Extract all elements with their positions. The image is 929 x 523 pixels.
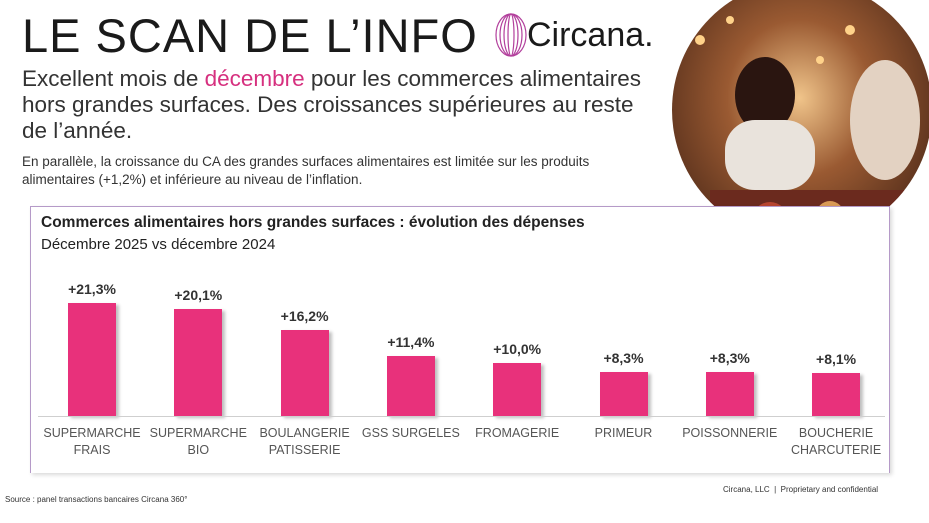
category-label: BOULANGERIE PATISSERIE [259,426,350,457]
bar [386,355,435,416]
brand-name: Circana. [527,16,654,54]
value-label: +8,1% [816,351,857,368]
subtext: En parallèle, la croissance du CA des gr… [22,154,590,187]
source: Source : panel transactions bancaires Ci… [5,495,188,504]
value-label: +8,3% [709,350,750,366]
headline-text: Excellent mois de [22,66,205,91]
baseline [38,416,885,417]
headline-text: pour les commerces alimentaires hors gra… [22,66,642,143]
category-label: BOUCHERIE CHARCUTERIE [790,426,882,457]
value-label: +8,3% [603,350,644,366]
category-label: GSS SURGELES [361,426,460,440]
value-label: +10,0% [493,341,542,357]
category-label: SUPERMARCHE FRAIS [43,426,141,457]
chart-subtitle: Décembre 2025 vs décembre 2024 [41,236,276,253]
bar [68,303,116,416]
category-label: SUPERMARCHE BIO [149,426,247,457]
bar [174,309,223,416]
category-label: POISSONNERIE [682,426,778,440]
chart-frame [30,206,890,473]
brand-logo [495,13,527,57]
chart-title: Commerces alimentaires hors grandes surf… [41,214,585,231]
headline-highlight: décembre [204,66,305,91]
bar [705,372,754,416]
category-label: FROMAGERIE [475,426,560,440]
bar [599,372,648,416]
headline: Excellent mois de décembre pour les comm… [22,66,662,144]
category-label: PRIMEUR [594,426,653,440]
bar [493,363,542,416]
bar [812,373,861,416]
value-label: +11,4% [387,333,435,350]
legal: Circana, LLC | Proprietary and confident… [723,485,879,494]
value-label: +20,1% [174,287,223,304]
value-label: +16,2% [280,308,329,325]
value-label: +21,3% [68,281,116,298]
page-title: LE SCAN DE L’INFO [22,9,478,62]
bar [280,330,329,416]
